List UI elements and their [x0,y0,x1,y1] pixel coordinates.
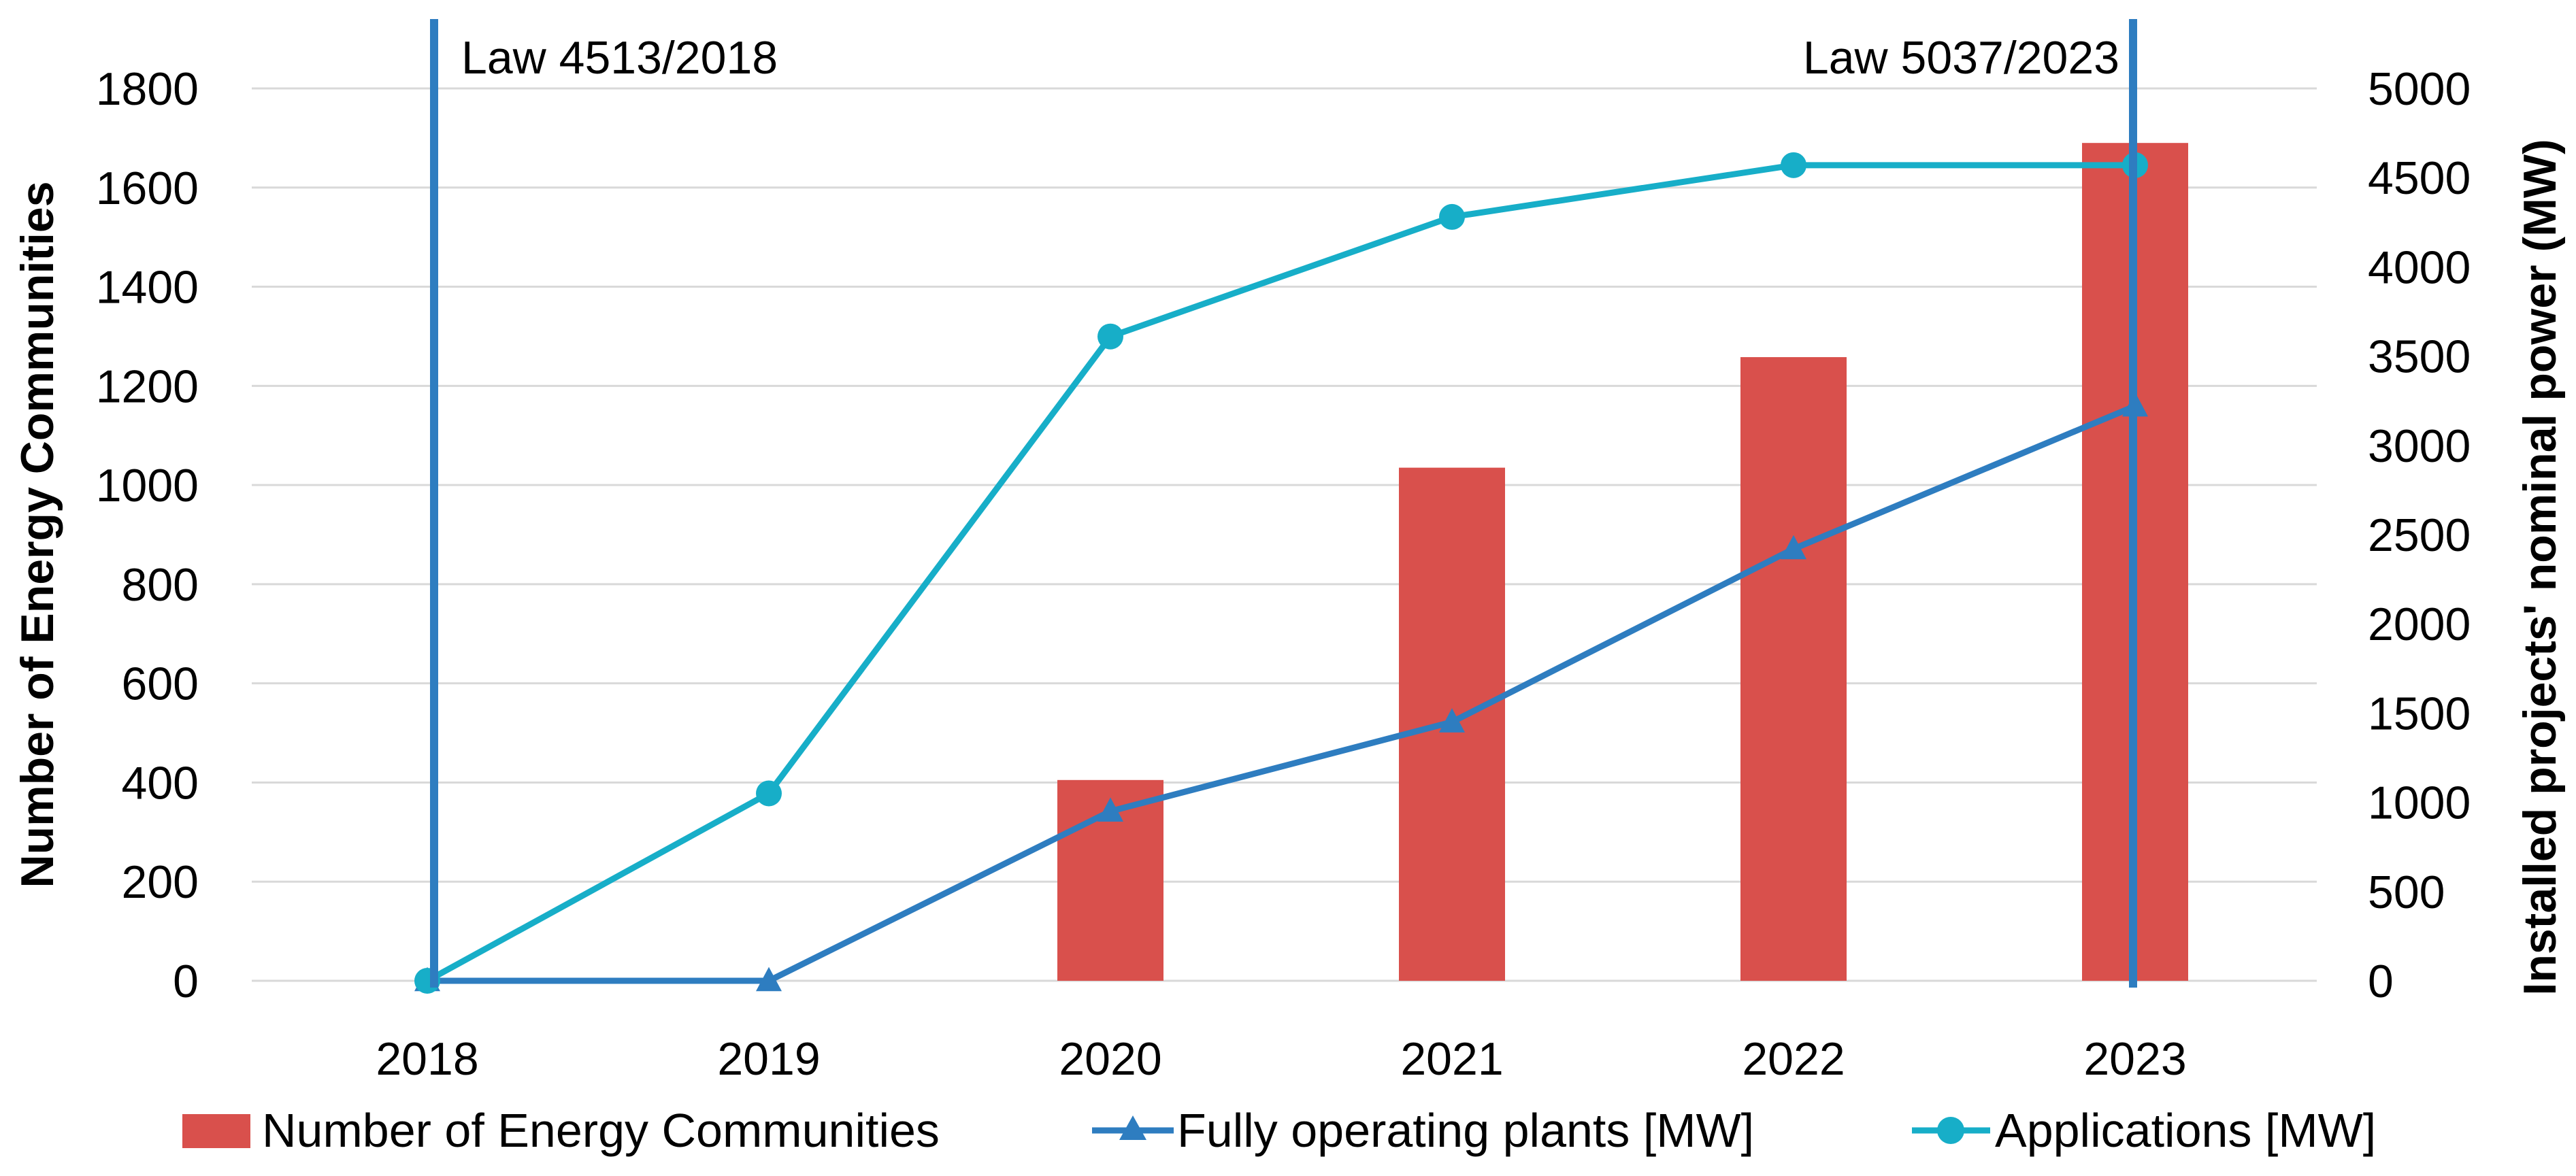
left-axis-tick-label: 1600 [96,163,199,214]
right-axis-tick-label: 1500 [2368,688,2471,739]
right-axis-tick-label: 1000 [2368,777,2471,829]
legend-swatch-bar [182,1114,250,1148]
applications-point [1439,203,1465,230]
operating-plants-point [1439,708,1465,733]
right-axis-tick-label: 3500 [2368,331,2471,383]
left-axis-tick-label: 1000 [96,460,199,511]
right-axis-tick-label: 4500 [2368,152,2471,204]
operating-plants-line [427,403,2136,984]
operating-plants-point [1097,797,1123,822]
left-axis-tick-label: 600 [122,658,199,710]
axes: 0 200 400 600 800 1000 1200 1400 1600 1800 0 500 100… [12,63,2566,1085]
right-axis-tick-label: 5000 [2368,63,2471,115]
applications-point [1781,152,1806,178]
x-axis-tick-label: 2021 [1400,1033,1503,1085]
right-axis-tick-label: 500 [2368,867,2445,918]
annotation-label: Law 4513/2018 [461,32,778,84]
applications-point [1097,323,1123,350]
line-series [414,152,2148,994]
legend-label: Number of Energy Communities [262,1104,940,1157]
right-axis-tick-label: 3000 [2368,420,2471,472]
left-axis-tick-label: 0 [173,956,199,1007]
legend-marker-triangle [1119,1115,1146,1140]
applications-line [425,162,2135,984]
legend: Number of Energy Communities Fully operat… [182,1104,2376,1157]
right-axis-title: Installed projects' nominal power (MW) [2514,139,2566,995]
operating-plants-point [756,967,782,992]
bar [1740,357,1847,981]
legend-label: Applications [MW] [1995,1104,2376,1157]
legend-label: Fully operating plants [MW] [1177,1104,1754,1157]
right-axis-tick-label: 2000 [2368,599,2471,650]
left-axis-tick-label: 800 [122,559,199,611]
applications-point [756,780,782,807]
x-axis-tick-label: 2018 [376,1033,478,1085]
gridlines [252,87,2317,982]
x-axis-tick-label: 2019 [717,1033,820,1085]
annotation-lines: Law 4513/2018 Law 5037/2023 [430,19,2137,988]
left-axis-tick-label: 1800 [96,63,199,115]
left-axis-tick-label: 1400 [96,262,199,314]
right-axis-tick-label: 4000 [2368,241,2471,293]
left-axis-tick-label: 200 [122,856,199,908]
legend-marker-circle [1937,1117,1964,1144]
left-axis-title: Number of Energy Communities [12,181,63,888]
x-axis-tick-label: 2022 [1742,1033,1845,1085]
bar-series [1057,143,2188,981]
x-axis-tick-label: 2020 [1059,1033,1161,1085]
left-axis-tick-label: 400 [122,757,199,809]
operating-plants-point [1781,535,1806,560]
right-axis-tick-label: 2500 [2368,509,2471,561]
left-axis-tick-label: 1200 [96,360,199,412]
right-axis-tick-label: 0 [2368,956,2394,1007]
x-axis-tick-label: 2023 [2083,1033,2186,1085]
annotation-label: Law 5037/2023 [1803,32,2119,84]
